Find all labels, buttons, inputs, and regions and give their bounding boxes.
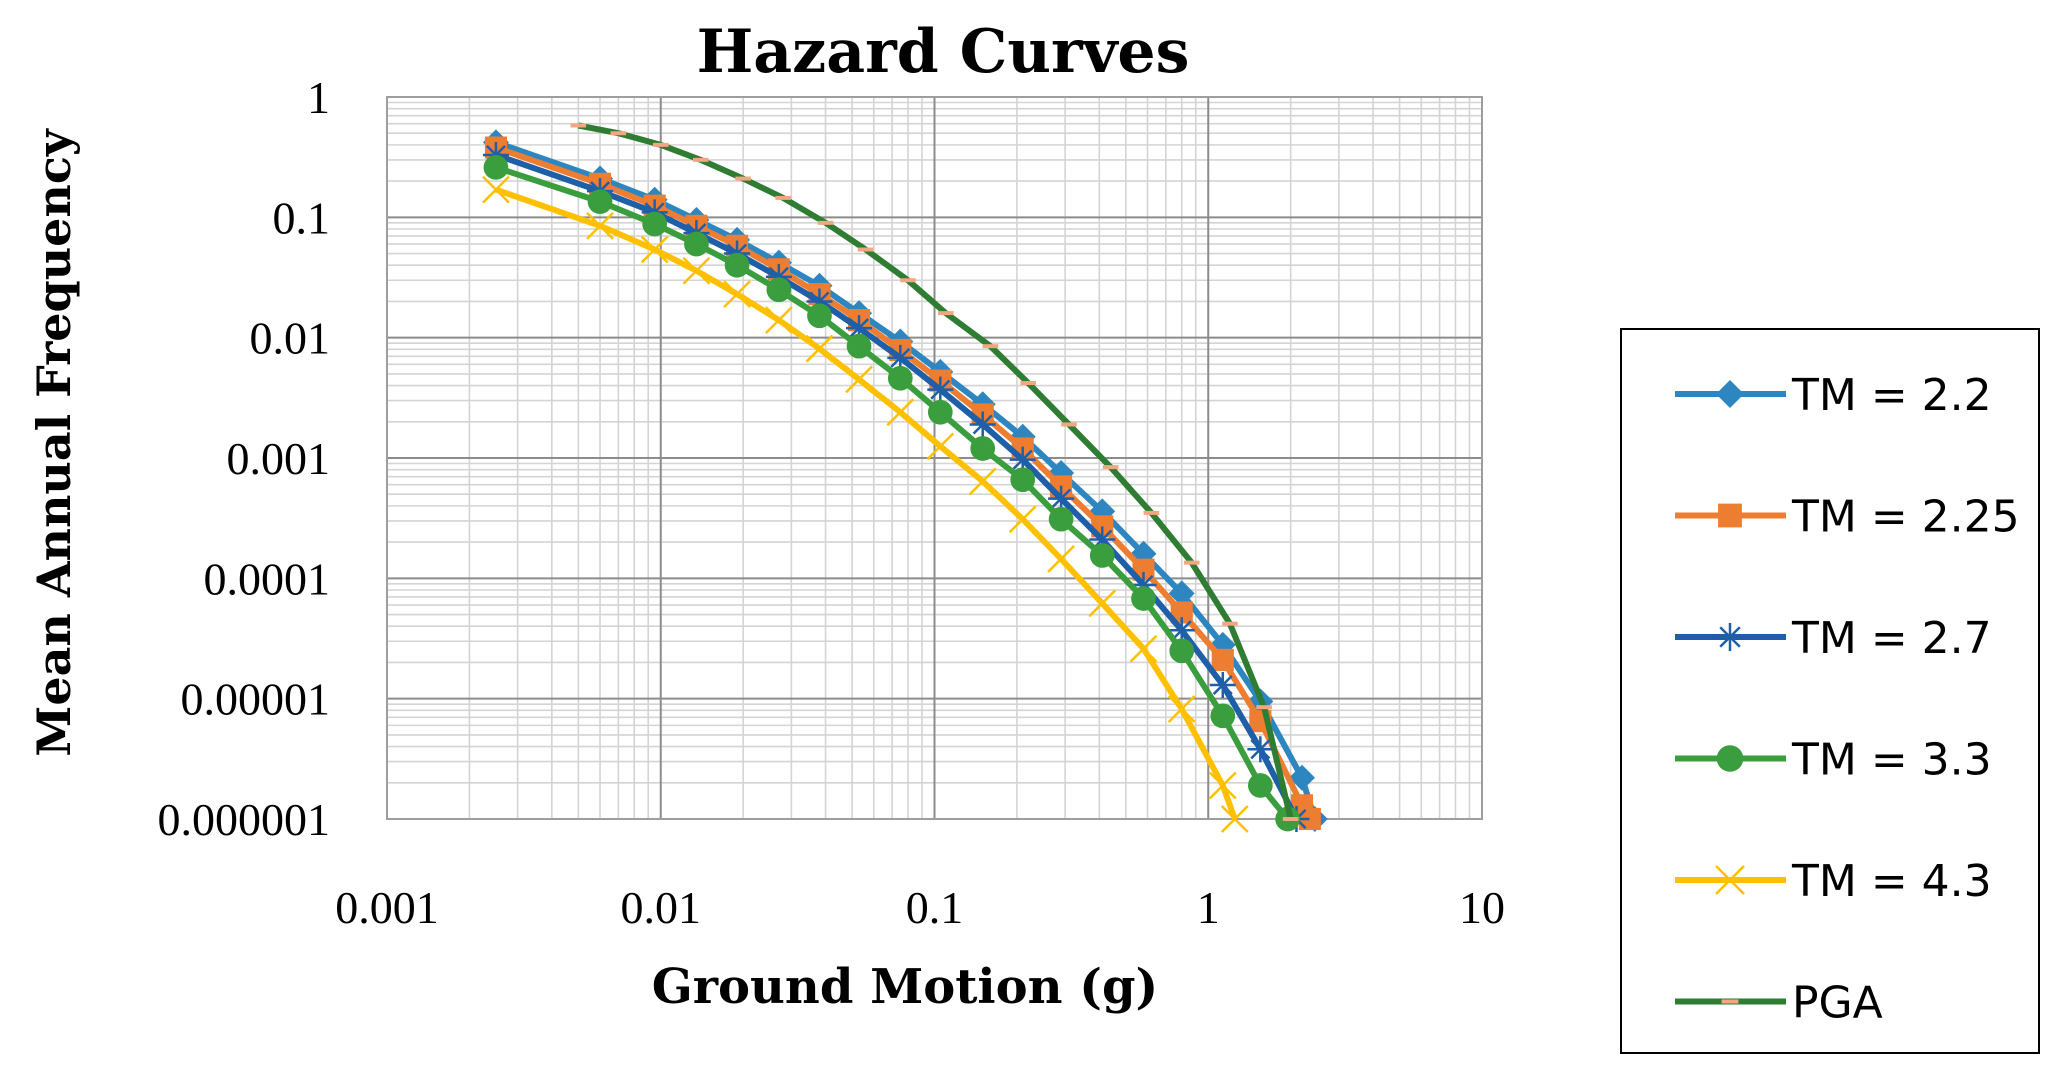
data-point-tm-4-3	[1129, 634, 1158, 663]
y-tick-label: 0.01	[250, 313, 331, 364]
y-axis-tick-labels: 0.000001 0.00001 0.0001 0.001 0.01 0.1 1	[158, 72, 331, 845]
series-tm-3-3	[483, 155, 1300, 832]
data-point-tm-2-7	[1130, 572, 1157, 599]
data-point-tm-3-3	[483, 155, 509, 180]
data-point-tm-3-3	[970, 436, 996, 461]
data-point-tm-2-7	[806, 288, 833, 315]
data-point-tm-4-3	[482, 175, 510, 204]
data-point-tm-4-3	[682, 256, 711, 285]
legend-item-tm-2-25: TM = 2.25	[1675, 492, 2020, 543]
data-point-tm-3-3	[1248, 773, 1273, 798]
data-point-tm-4-3	[926, 432, 955, 461]
data-point-tm-3-3	[1131, 586, 1156, 611]
legend-marker-tm-2-7	[1716, 623, 1744, 651]
legend-marker-tm-2-25	[1718, 503, 1742, 528]
y-tick-label: 0.1	[273, 192, 331, 243]
data-point-tm-3-3	[724, 252, 750, 278]
data-point-tm-2-2	[1168, 580, 1195, 607]
legend-label-tm-3-3: TM = 3.3	[1791, 735, 1992, 786]
data-point-tm-2-7	[1168, 617, 1195, 644]
data-point-tm-4-3	[1008, 505, 1037, 534]
data-point-tm-2-7	[1089, 526, 1116, 553]
y-tick-label: 0.001	[227, 433, 331, 484]
data-point-tm-2-7	[765, 263, 792, 290]
data-point-tm-2-7	[1048, 485, 1075, 512]
y-tick-label: 0.00001	[181, 674, 331, 725]
data-point-tm-2-7	[1209, 671, 1236, 698]
legend-marker-tm-2-2	[1716, 380, 1744, 408]
legend-label-tm-2-25: TM = 2.25	[1791, 492, 2020, 543]
data-point-tm-4-3	[886, 398, 915, 427]
data-point-tm-2-7	[887, 344, 914, 371]
y-tick-label: 0.0001	[204, 553, 331, 604]
data-point-tm-3-3	[766, 277, 792, 303]
legend-marker-tm-4-3	[1715, 865, 1745, 895]
data-point-tm-4-3	[723, 280, 751, 309]
data-point-tm-4-3	[640, 235, 669, 264]
chart-title: Hazard Curves	[697, 17, 1190, 87]
legend-label-tm-4-3: TM = 4.3	[1791, 856, 1992, 907]
x-tick-label: 10	[1459, 882, 1505, 933]
legend-item-tm-4-3: TM = 4.3	[1675, 856, 1992, 907]
series-line-tm-4-3	[494, 186, 1238, 821]
legend-box	[1620, 328, 2040, 1054]
legend-label-pga: PGA	[1792, 978, 1883, 1029]
data-point-tm-3-3	[1010, 467, 1036, 493]
plot-area-frame	[386, 96, 1483, 820]
data-point-tm-2-25	[1211, 648, 1234, 671]
data-point-tm-4-3	[764, 306, 793, 334]
data-point-tm-3-3	[587, 189, 613, 214]
legend-item-tm-2-7: TM = 2.7	[1675, 613, 1992, 664]
data-point-tm-4-3	[1088, 589, 1117, 618]
x-tick-label: 0.01	[621, 882, 702, 933]
legend-label-tm-2-2: TM = 2.2	[1791, 370, 1992, 421]
data-point-tm-2-7	[482, 141, 509, 168]
data-point-tm-4-3	[1208, 771, 1237, 800]
data-point-tm-3-3	[1210, 703, 1236, 729]
legend-marker-tm-3-3	[1716, 745, 1744, 772]
y-tick-label: 1	[307, 72, 330, 123]
data-point-tm-2-7	[969, 411, 996, 438]
data-point-tm-2-25	[1298, 807, 1321, 831]
y-axis-title: Mean Annual Frequency	[27, 128, 81, 756]
data-point-tm-4-3	[1220, 805, 1249, 833]
x-axis-tick-labels: 0.001 0.01 0.1 1 10	[335, 882, 1505, 933]
x-tick-label: 0.1	[906, 882, 964, 933]
data-point-tm-4-3	[805, 334, 834, 363]
data-point-tm-3-3	[1048, 506, 1074, 532]
legend: TM = 2.2 TM = 2.25 TM = 2.7 TM = 3.3 TM = 4.…	[1675, 370, 2020, 1029]
data-point-tm-4-3	[845, 365, 873, 394]
data-point-tm-4-3	[968, 467, 997, 496]
x-axis-title: Ground Motion (g)	[652, 959, 1159, 1015]
data-point-tm-2-25	[1170, 601, 1193, 624]
data-point-tm-4-3	[1167, 695, 1196, 723]
data-point-tm-3-3	[927, 399, 953, 425]
data-point-tm-3-3	[807, 303, 832, 329]
x-tick-label: 0.001	[335, 882, 439, 933]
data-point-tm-4-3	[586, 211, 614, 240]
data-point-tm-3-3	[684, 231, 709, 257]
series-pga	[570, 122, 1299, 821]
data-point-tm-4-3	[1047, 545, 1075, 573]
data-point-tm-2-7	[846, 315, 873, 342]
data-point-tm-2-7	[1247, 736, 1274, 763]
data-point-tm-3-3	[887, 365, 913, 391]
legend-item-tm-2-2: TM = 2.2	[1675, 370, 1992, 421]
series-tm-4-3	[482, 175, 1249, 833]
data-point-tm-3-3	[846, 333, 872, 359]
data-point-tm-3-3	[642, 211, 668, 237]
legend-label-tm-2-7: TM = 2.7	[1791, 613, 1992, 664]
series-layer	[482, 122, 1328, 833]
x-tick-label: 1	[1197, 882, 1220, 933]
data-point-tm-2-7	[927, 376, 954, 403]
data-point-tm-3-3	[1089, 543, 1115, 568]
y-tick-label: 0.000001	[158, 794, 331, 845]
data-point-tm-2-2	[1288, 764, 1315, 791]
legend-item-tm-3-3: TM = 3.3	[1675, 735, 1992, 786]
data-point-tm-3-3	[1169, 638, 1195, 664]
data-point-tm-2-7	[1009, 446, 1036, 473]
legend-item-pga: PGA	[1675, 978, 1883, 1029]
